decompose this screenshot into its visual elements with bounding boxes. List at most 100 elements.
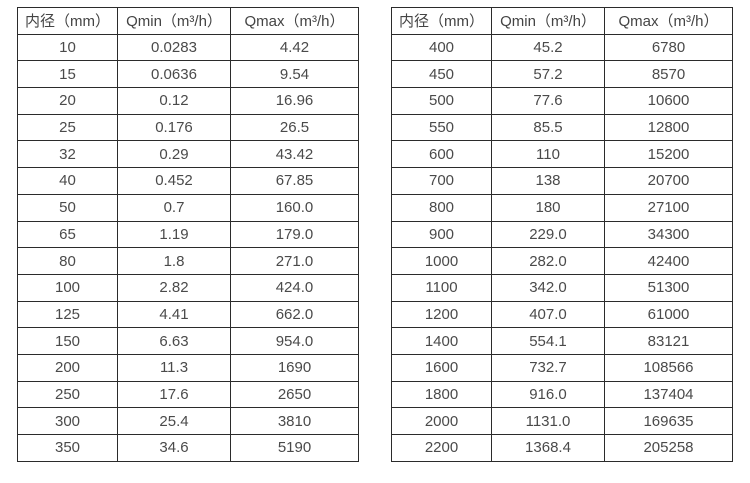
table-cell: 15200 [604, 140, 733, 169]
table-cell: 85.5 [491, 113, 605, 142]
table-cell: 0.176 [117, 113, 231, 142]
table-cell: 2.82 [117, 273, 231, 302]
table-cell: 150 [17, 327, 118, 355]
flow-table-left: 内径（mm） Qmin（m³/h） Qmax（m³/h） 10 0.0283 4.42 1… [17, 7, 359, 462]
table-cell: 554.1 [491, 327, 605, 355]
table-cell: 1131.0 [491, 407, 605, 435]
table-cell: 51300 [604, 273, 733, 302]
table-row: 20 0.12 16.96 [17, 87, 359, 115]
table-cell: 342.0 [491, 273, 605, 302]
table-cell: 57.2 [491, 60, 605, 89]
table-cell: 20700 [604, 167, 733, 195]
table-cell: 27100 [604, 193, 733, 222]
flow-table-left-body: 10 0.0283 4.42 15 0.0636 9.54 20 0.12 16.96 25 0.1… [17, 33, 359, 462]
column-header: Qmax（m³/h） [230, 7, 359, 35]
table-cell: 16.96 [230, 87, 359, 115]
table-cell: 9.54 [230, 60, 359, 89]
table-cell: 15 [17, 60, 118, 89]
table-row: 500 77.6 10600 [391, 87, 733, 115]
column-header: Qmax（m³/h） [604, 7, 733, 35]
column-header: Qmin（m³/h） [491, 7, 605, 35]
table-cell: 160.0 [230, 193, 359, 222]
table-cell: 1100 [391, 273, 492, 302]
header-row: 内径（mm） Qmin（m³/h） Qmax（m³/h） [17, 7, 359, 35]
table-row: 1800 916.0 137404 [391, 380, 733, 409]
table-cell: 108566 [604, 353, 733, 382]
table-cell: 916.0 [491, 380, 605, 409]
table-cell: 17.6 [117, 380, 231, 409]
table-cell: 300 [17, 407, 118, 435]
table-cell: 0.12 [117, 87, 231, 115]
table-cell: 10 [17, 33, 118, 62]
table-cell: 110 [491, 140, 605, 169]
table-cell: 6.63 [117, 327, 231, 355]
table-cell: 400 [391, 33, 492, 62]
table-cell: 83121 [604, 327, 733, 355]
table-cell: 250 [17, 380, 118, 409]
table-cell: 42400 [604, 247, 733, 275]
table-cell: 34.6 [117, 434, 231, 462]
table-cell: 550 [391, 113, 492, 142]
table-cell: 662.0 [230, 300, 359, 329]
table-cell: 800 [391, 193, 492, 222]
flow-table-right-body: 400 45.2 6780 450 57.2 8570 500 77.6 10600 550 85.… [391, 33, 733, 462]
table-cell: 26.5 [230, 113, 359, 142]
table-row: 2000 1131.0 169635 [391, 407, 733, 435]
column-header: 内径（mm） [391, 7, 492, 35]
table-cell: 4.42 [230, 33, 359, 62]
table-cell: 350 [17, 434, 118, 462]
table-row: 800 180 27100 [391, 193, 733, 222]
table-row: 1100 342.0 51300 [391, 273, 733, 302]
table-cell: 138 [491, 167, 605, 195]
table-cell: 65 [17, 220, 118, 249]
table-cell: 25.4 [117, 407, 231, 435]
table-cell: 6780 [604, 33, 733, 62]
table-cell: 1690 [230, 353, 359, 382]
table-cell: 32 [17, 140, 118, 169]
table-row: 400 45.2 6780 [391, 33, 733, 62]
table-cell: 424.0 [230, 273, 359, 302]
table-cell: 45.2 [491, 33, 605, 62]
table-cell: 700 [391, 167, 492, 195]
table-cell: 205258 [604, 434, 733, 462]
table-row: 32 0.29 43.42 [17, 140, 359, 169]
table-cell: 61000 [604, 300, 733, 329]
table-cell: 20 [17, 87, 118, 115]
table-row: 250 17.6 2650 [17, 380, 359, 409]
table-cell: 0.0283 [117, 33, 231, 62]
table-row: 40 0.452 67.85 [17, 167, 359, 195]
column-header: 内径（mm） [17, 7, 118, 35]
table-row: 300 25.4 3810 [17, 407, 359, 435]
table-cell: 10600 [604, 87, 733, 115]
table-row: 150 6.63 954.0 [17, 327, 359, 355]
table-cell: 2000 [391, 407, 492, 435]
table-cell: 137404 [604, 380, 733, 409]
table-cell: 25 [17, 113, 118, 142]
table-row: 550 85.5 12800 [391, 113, 733, 142]
table-row: 600 110 15200 [391, 140, 733, 169]
table-row: 450 57.2 8570 [391, 60, 733, 89]
table-cell: 5190 [230, 434, 359, 462]
table-cell: 1368.4 [491, 434, 605, 462]
table-cell: 954.0 [230, 327, 359, 355]
table-cell: 0.452 [117, 167, 231, 195]
table-cell: 77.6 [491, 87, 605, 115]
table-row: 350 34.6 5190 [17, 434, 359, 462]
table-cell: 271.0 [230, 247, 359, 275]
table-row: 2200 1368.4 205258 [391, 434, 733, 462]
table-cell: 600 [391, 140, 492, 169]
table-row: 1400 554.1 83121 [391, 327, 733, 355]
table-cell: 67.85 [230, 167, 359, 195]
column-header: Qmin（m³/h） [117, 7, 231, 35]
table-cell: 179.0 [230, 220, 359, 249]
table-row: 125 4.41 662.0 [17, 300, 359, 329]
table-cell: 1000 [391, 247, 492, 275]
table-cell: 407.0 [491, 300, 605, 329]
table-row: 900 229.0 34300 [391, 220, 733, 249]
table-row: 15 0.0636 9.54 [17, 60, 359, 89]
table-cell: 200 [17, 353, 118, 382]
table-row: 65 1.19 179.0 [17, 220, 359, 249]
table-row: 200 11.3 1690 [17, 353, 359, 382]
table-cell: 125 [17, 300, 118, 329]
table-row: 80 1.8 271.0 [17, 247, 359, 275]
